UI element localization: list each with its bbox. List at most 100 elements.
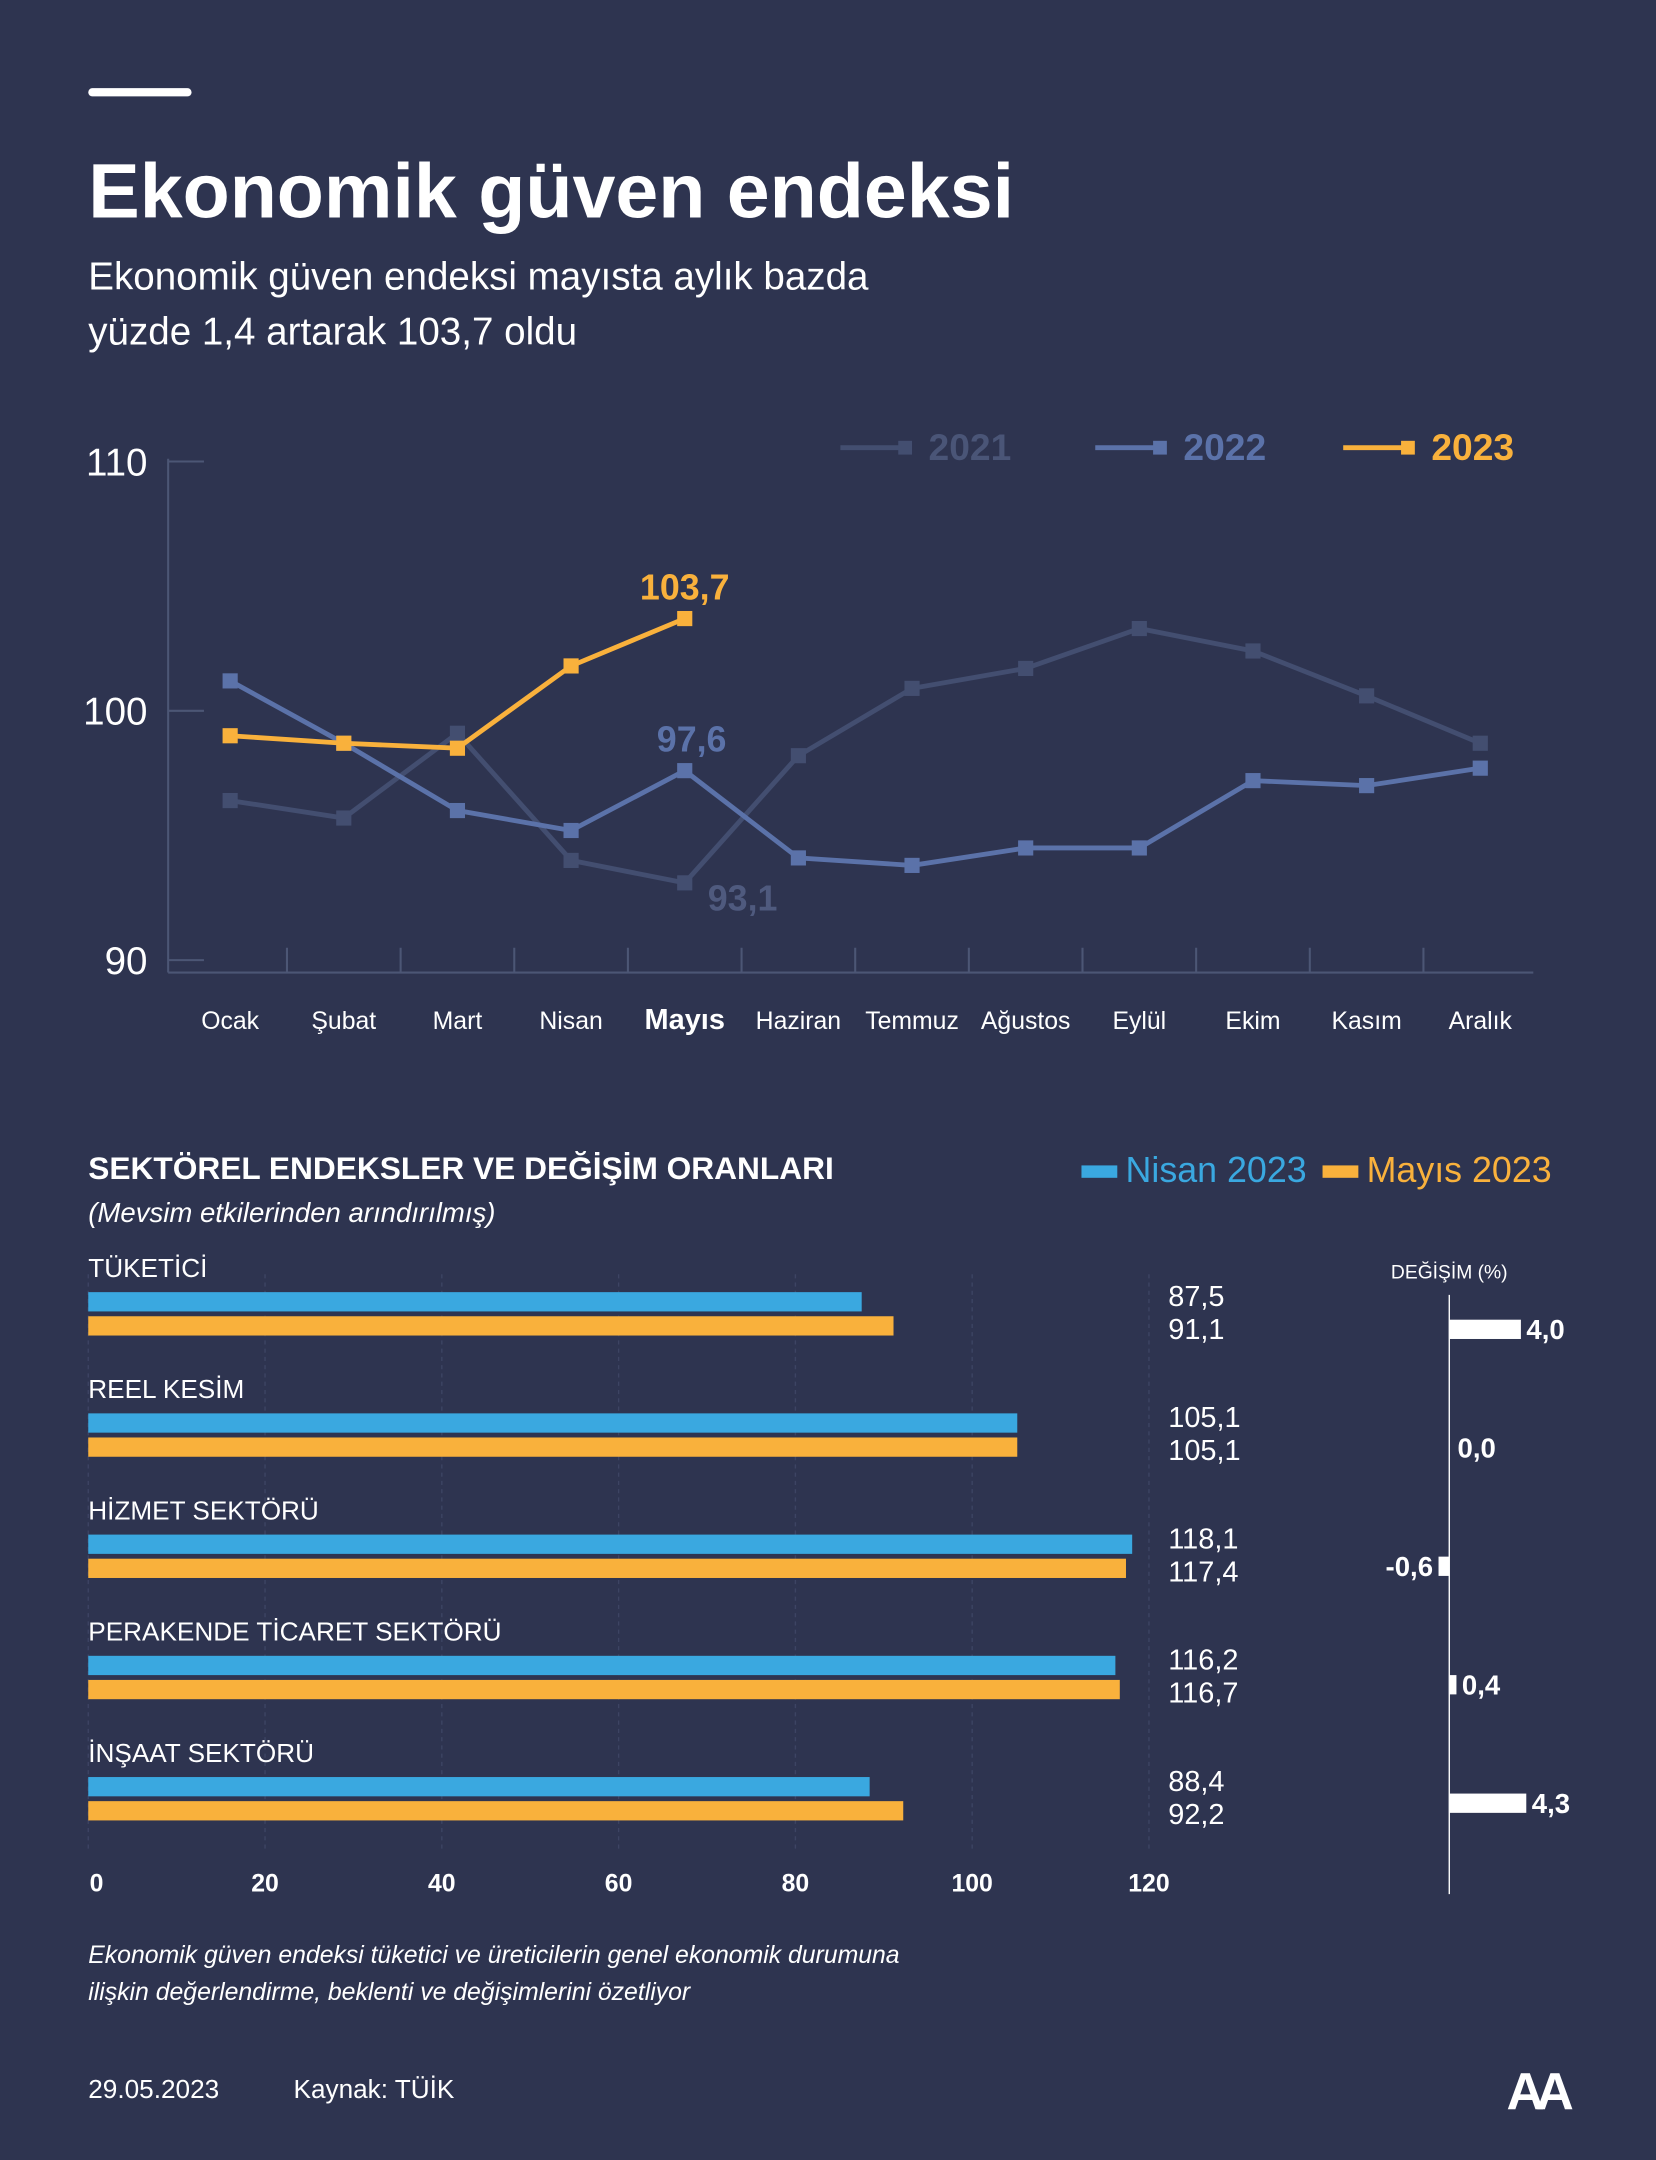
point [222, 673, 238, 689]
point [1018, 840, 1034, 856]
subtitle: Ekonomik güven endeksi mayısta aylık baz… [88, 255, 869, 298]
value-label: 116,7 [1168, 1678, 1238, 1710]
point [449, 802, 466, 819]
point [1018, 660, 1034, 677]
point [1131, 620, 1147, 637]
point [677, 610, 693, 627]
point [222, 793, 238, 809]
bar [88, 1437, 1018, 1457]
point [563, 852, 579, 868]
bar [88, 1316, 894, 1336]
x-tick-label: Mart [433, 1008, 483, 1035]
legend-marker [1153, 440, 1167, 455]
section-subtitle: (Mevsim etkilerinden arındırılmış) [88, 1197, 495, 1228]
x-tick-label: Haziran [756, 1008, 841, 1035]
point [563, 822, 579, 839]
point [449, 740, 466, 756]
bar [88, 1801, 904, 1821]
x-tick-label: Ekim [1225, 1008, 1280, 1035]
point [563, 658, 579, 674]
line-2022 [228, 678, 1481, 868]
point [904, 857, 920, 873]
legend-label: Mayıs 2023 [1367, 1150, 1552, 1190]
legend-marker [898, 440, 913, 455]
legend-label: 2023 [1431, 426, 1514, 468]
x-tick-label: Eylül [1112, 1008, 1166, 1035]
value-label: 116,2 [1168, 1645, 1238, 1677]
value-label: 105,1 [1168, 1402, 1240, 1434]
point [677, 875, 693, 891]
bar [88, 1679, 1120, 1700]
change-label: -0,6 [1386, 1551, 1433, 1582]
value-label: 97,6 [657, 719, 727, 759]
x-tick-label: 20 [251, 1870, 279, 1897]
point [790, 850, 806, 866]
value-label: 88,4 [1168, 1766, 1224, 1798]
value-label: 87,5 [1168, 1281, 1224, 1313]
category-label: PERAKENDE TİCARET SEKTÖRÜ [88, 1617, 501, 1647]
x-tick-label: 100 [952, 1870, 993, 1897]
category-label: İNŞAAT SEKTÖRÜ [88, 1738, 314, 1768]
x-tick-label: 60 [605, 1870, 633, 1897]
legend-label: 2022 [1183, 426, 1266, 468]
value-label: 118,1 [1168, 1523, 1238, 1555]
title: Ekonomik güven endeksi [88, 149, 1014, 235]
x-tick-label: Şubat [311, 1008, 376, 1035]
legend-swatch [1322, 1165, 1359, 1178]
value-label: 103,7 [640, 567, 730, 607]
legend-label: 2021 [929, 426, 1012, 468]
legend-marker [1401, 440, 1415, 455]
point [1359, 778, 1375, 794]
x-tick-label: Ağustos [981, 1008, 1071, 1035]
x-tick-label: 0 [90, 1870, 104, 1897]
category-label: TÜKETİCİ [88, 1253, 207, 1283]
change-label: 4,0 [1526, 1314, 1564, 1345]
point [1131, 840, 1147, 856]
category-label: HİZMET SEKTÖRÜ [88, 1495, 319, 1525]
value-label: 92,2 [1168, 1799, 1224, 1831]
point [677, 763, 693, 779]
point [790, 748, 806, 764]
x-tick-label: Mayıs [645, 1004, 725, 1036]
point [1245, 773, 1261, 789]
bar [88, 1655, 1116, 1676]
value-label: 91,1 [1168, 1314, 1224, 1346]
bar [88, 1292, 862, 1312]
bar [88, 1558, 1126, 1578]
bar [88, 1413, 1018, 1433]
y-tick-label: 110 [86, 441, 147, 484]
value-label: 117,4 [1168, 1556, 1238, 1588]
point [449, 725, 466, 741]
category-label: REEL KESİM [88, 1374, 244, 1404]
change-bar [1449, 1675, 1457, 1695]
x-tick-label: Temmuz [865, 1008, 959, 1035]
x-tick-label: Nisan [539, 1008, 602, 1035]
change-label: 4,3 [1532, 1788, 1570, 1819]
change-title: DEĞİŞİM (%) [1391, 1261, 1508, 1283]
legend-swatch [1081, 1165, 1118, 1178]
x-tick-label: Kasım [1332, 1008, 1402, 1035]
date: 29.05.2023 [88, 2074, 219, 2104]
subtitle: yüzde 1,4 artarak 103,7 oldu [88, 310, 577, 353]
point [1472, 735, 1488, 751]
bar [88, 1777, 870, 1797]
x-tick-label: 40 [428, 1870, 456, 1897]
y-tick-label: 90 [105, 940, 148, 983]
x-tick-label: 80 [782, 1870, 810, 1897]
section-title: SEKTÖREL ENDEKSLER VE DEĞİŞİM ORANLARI [88, 1150, 834, 1186]
change-bar [1449, 1319, 1521, 1339]
footnote: ilişkin değerlendirme, beklenti ve değiş… [88, 1979, 692, 2006]
point [904, 680, 920, 696]
bar [88, 1534, 1133, 1554]
point [1359, 688, 1375, 704]
legend-label: Nisan 2023 [1126, 1150, 1307, 1190]
value-label: 105,1 [1168, 1435, 1240, 1467]
point [336, 810, 352, 826]
x-tick-label: 120 [1128, 1870, 1169, 1897]
x-tick-label: Ocak [201, 1008, 259, 1035]
point [1245, 643, 1261, 659]
point [222, 728, 238, 744]
